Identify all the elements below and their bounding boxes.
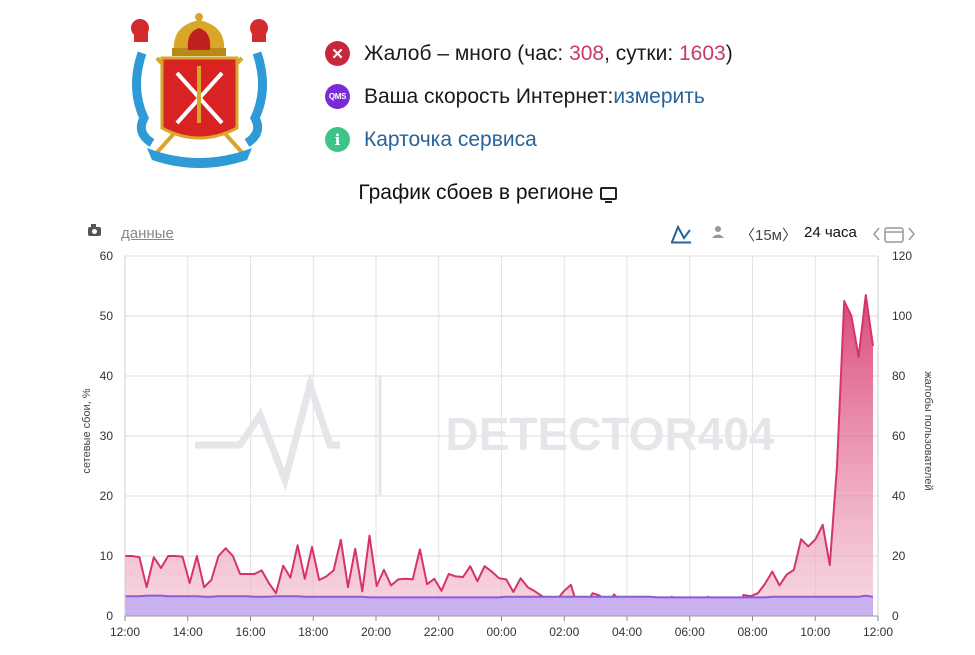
y-tick-label: 40: [100, 369, 114, 383]
chart-type-icon[interactable]: [670, 224, 692, 248]
complaints-series-line: [125, 294, 874, 617]
x-tick-label: 14:00: [173, 625, 203, 639]
y2-axis-label: жалобы пользователей: [922, 371, 934, 490]
y-tick-label: 60: [100, 249, 114, 263]
coat-of-arms-logo: [122, 8, 277, 173]
x-tick-label: 02:00: [549, 625, 579, 639]
qms-icon: QMS: [325, 84, 350, 109]
y-tick-label: 50: [100, 309, 114, 323]
camera-icon[interactable]: [88, 224, 101, 236]
error-icon: ✕: [325, 41, 350, 66]
y2-tick-label: 0: [892, 609, 899, 623]
y2-tick-label: 120: [892, 249, 912, 263]
x-tick-label: 08:00: [737, 625, 767, 639]
chart-title: График сбоев в регионе: [0, 181, 975, 205]
speed-label: Ваша скорость Интернет:: [364, 84, 614, 108]
outage-chart: DETECTOR404 0 0 10 20 20 40 30 60 40 80 50 100 60 120…: [81, 249, 934, 639]
x-tick-label: 16:00: [235, 625, 265, 639]
y2-tick-label: 80: [892, 369, 906, 383]
y-tick-label: 0: [106, 609, 113, 623]
measure-speed-link[interactable]: измерить: [613, 84, 705, 108]
y2-tick-label: 20: [892, 549, 906, 563]
y2-tick-label: 100: [892, 309, 912, 323]
complaints-text: Жалоб – много (час: 308, сутки: 1603): [364, 41, 733, 65]
outage-series-line: [125, 594, 874, 599]
x-tick-label: 20:00: [361, 625, 391, 639]
y2-tick-label: 60: [892, 429, 906, 443]
speed-row: QMS Ваша скорость Интернет: измерить: [325, 75, 733, 118]
monitor-icon[interactable]: [599, 187, 617, 203]
chart-title-text: График сбоев в регионе: [358, 181, 594, 204]
x-tick-label: 04:00: [612, 625, 642, 639]
y-tick-label: 20: [100, 489, 114, 503]
watermark: DETECTOR404: [446, 408, 775, 460]
y2-tick-label: 40: [892, 489, 906, 503]
x-tick-label: 12:00: [110, 625, 140, 639]
outage-series-area: [125, 595, 873, 616]
watermark-wave-icon: [195, 372, 340, 492]
x-tick-label: 00:00: [486, 625, 516, 639]
calendar-icon[interactable]: [872, 224, 916, 248]
x-tick-label: 06:00: [675, 625, 705, 639]
service-info: ✕ Жалоб – много (час: 308, сутки: 1603) …: [325, 32, 733, 161]
interval-selector[interactable]: 〈15м〉: [740, 227, 797, 244]
x-tick-label: 18:00: [298, 625, 328, 639]
y-tick-label: 30: [100, 429, 114, 443]
complaints-row: ✕ Жалоб – много (час: 308, сутки: 1603): [325, 32, 733, 75]
y-tick-label: 10: [100, 549, 114, 563]
info-icon: i: [325, 127, 350, 152]
data-link[interactable]: данные: [121, 225, 174, 242]
user-icon[interactable]: [711, 224, 725, 244]
x-tick-label: 22:00: [424, 625, 454, 639]
complaints-hour: 308: [569, 41, 605, 65]
complaints-day: 1603: [678, 41, 726, 65]
complaints-series-area: [125, 295, 873, 616]
x-tick-label: 12:00: [863, 625, 893, 639]
x-tick-label: 10:00: [800, 625, 830, 639]
card-row: i Карточка сервиса: [325, 118, 733, 161]
y-axis-label: сетевые сбои, %: [81, 388, 93, 473]
chart-toolbar: данные 〈15м〉 24 часа: [0, 222, 975, 246]
service-card-link[interactable]: Карточка сервиса: [364, 127, 537, 151]
range-selector[interactable]: 24 часа: [804, 224, 857, 241]
